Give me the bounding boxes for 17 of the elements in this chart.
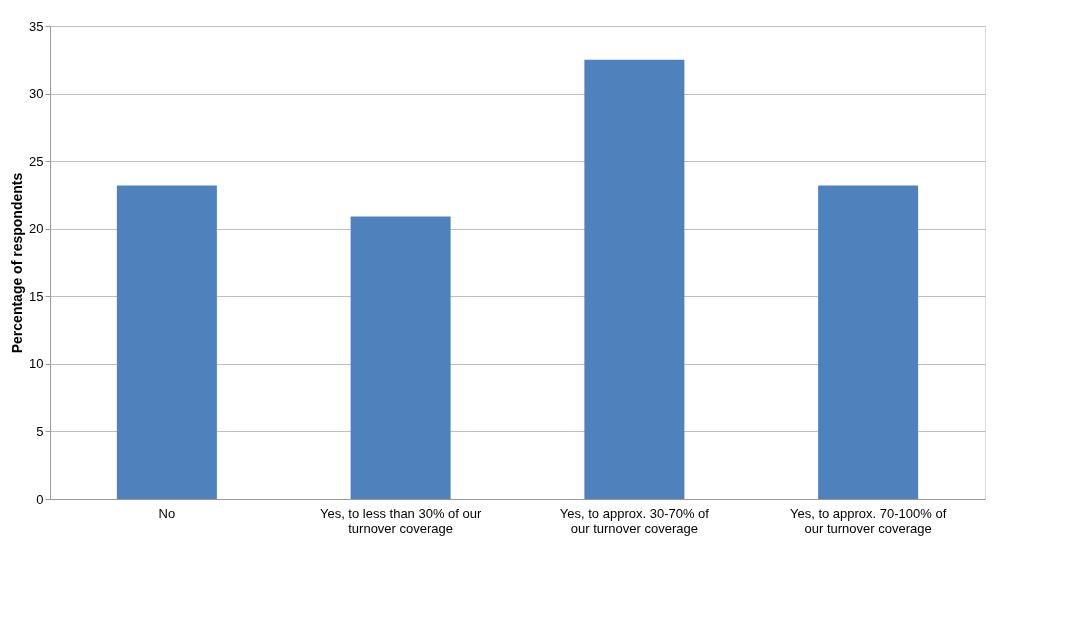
- bar: [350, 216, 451, 499]
- x-tick-label: Yes, to approx. 30-70% of our turnover coverage: [559, 505, 710, 536]
- y-tick-label: 20: [29, 221, 44, 237]
- y-tick-label: 0: [36, 491, 44, 507]
- y-axis-title: Percentage of respondents: [9, 172, 26, 354]
- bar: [818, 185, 919, 499]
- y-tick-label: 5: [36, 423, 44, 439]
- x-tick-label: No: [158, 505, 176, 521]
- x-tick-label: Yes, to approx. 70-100% of our turnover coverage: [789, 505, 947, 536]
- y-tick-label: 30: [29, 86, 44, 102]
- y-tick-label: 10: [29, 356, 44, 372]
- x-tick-label: Yes, to less than 30% of our turnover coverage: [319, 505, 482, 536]
- bar: [584, 59, 685, 499]
- y-tick-label: 35: [29, 18, 44, 34]
- y-tick-label: 15: [29, 288, 44, 304]
- bar: [116, 185, 217, 499]
- y-tick-label: 25: [29, 153, 44, 169]
